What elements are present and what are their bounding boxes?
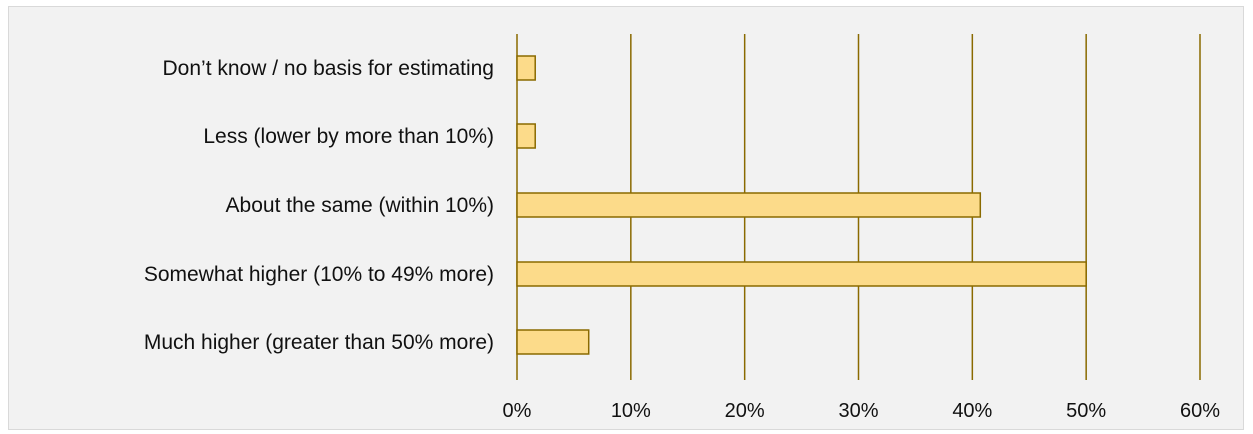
category-label: Less (lower by more than 10%) — [203, 125, 494, 148]
bars — [516, 55, 1087, 355]
x-tick-label: 50% — [1066, 400, 1106, 422]
chart-background — [8, 6, 1244, 430]
bar — [516, 329, 590, 355]
category-label: About the same (within 10%) — [226, 194, 494, 217]
category-label: Somewhat higher (10% to 49% more) — [144, 263, 494, 286]
category-labels: Don’t know / no basis for estimating Less… — [144, 57, 494, 354]
x-tick-label: 60% — [1180, 400, 1220, 422]
x-tick-label: 10% — [611, 400, 651, 422]
x-tick-label: 40% — [952, 400, 992, 422]
x-axis-tick-labels: 0% 10% 20% 30% 40% 50% 60% — [503, 400, 1221, 422]
category-label: Much higher (greater than 50% more) — [144, 331, 494, 354]
bar — [516, 55, 536, 81]
x-tick-label: 20% — [725, 400, 765, 422]
bar — [516, 261, 1087, 287]
bar — [516, 123, 536, 149]
x-tick-label: 0% — [503, 400, 532, 422]
x-tick-label: 30% — [838, 400, 878, 422]
category-label: Don’t know / no basis for estimating — [163, 57, 495, 80]
bar — [516, 192, 982, 218]
